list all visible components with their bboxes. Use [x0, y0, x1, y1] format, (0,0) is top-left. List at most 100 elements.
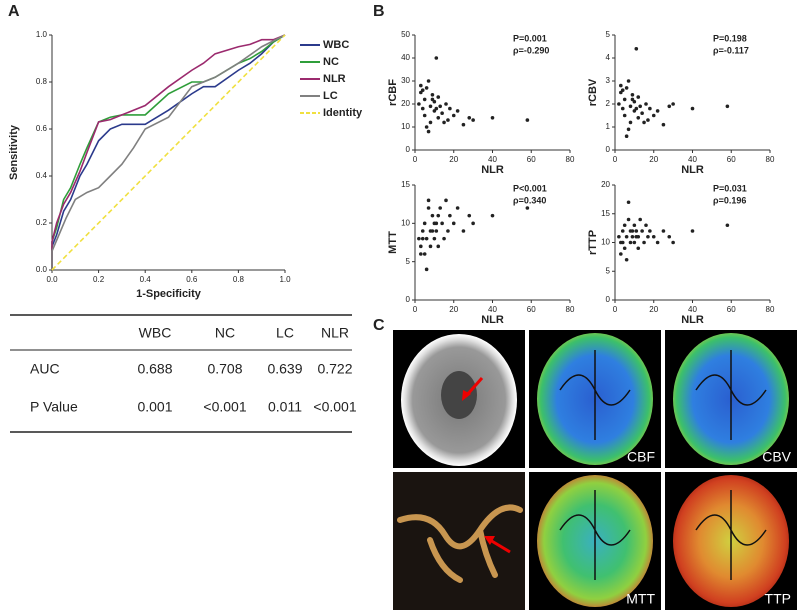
- point: [725, 223, 730, 228]
- x-tick-label: 0.0: [46, 275, 58, 284]
- x-axis-label: NLR: [481, 314, 504, 326]
- roc-line: [51, 34, 286, 270]
- outline: [559, 490, 631, 580]
- point: [617, 234, 621, 239]
- x-tick-label: 0: [413, 305, 418, 314]
- point: [419, 244, 423, 249]
- point: [628, 120, 633, 125]
- table-row-label: P Value: [30, 399, 78, 415]
- outline: [695, 490, 767, 580]
- annotation: P<0.001: [513, 183, 547, 193]
- point: [667, 104, 672, 109]
- point: [634, 234, 639, 239]
- x-tick-label: 0.4: [140, 275, 152, 284]
- y-tick-label: 10: [401, 122, 410, 131]
- y-tick-label: 3: [606, 76, 611, 85]
- point: [626, 127, 631, 132]
- point: [461, 122, 466, 127]
- angiography-image: [393, 472, 525, 610]
- point: [624, 234, 629, 239]
- point: [622, 113, 627, 118]
- x-tick-label: 0: [413, 155, 418, 164]
- point: [628, 104, 633, 109]
- x-tick-label: 20: [649, 155, 658, 164]
- panel-label: A: [8, 3, 20, 20]
- x-tick-label: 40: [688, 155, 697, 164]
- point: [436, 95, 441, 99]
- point: [642, 120, 646, 125]
- x-axis-label: 1-Specificity: [136, 288, 202, 300]
- point: [628, 240, 633, 245]
- point: [424, 125, 429, 129]
- point: [638, 104, 642, 109]
- y-tick-label: 0: [606, 145, 611, 154]
- ct-structure: [441, 371, 477, 419]
- outline: [559, 350, 631, 440]
- y-tick-label: 20: [601, 180, 610, 189]
- table-cell: 0.001: [137, 399, 172, 415]
- table-cell: 0.011: [268, 399, 302, 415]
- x-tick-label: 0: [613, 305, 618, 314]
- point: [417, 102, 421, 106]
- point: [420, 88, 425, 92]
- point: [420, 106, 425, 111]
- point: [525, 206, 530, 210]
- point: [624, 257, 629, 262]
- point: [434, 221, 439, 226]
- y-tick-label: 0.6: [36, 124, 48, 133]
- table-header: WBC: [139, 325, 172, 341]
- y-tick-label: 0.8: [36, 77, 48, 86]
- point: [644, 223, 648, 228]
- table-header: NLR: [321, 325, 349, 341]
- arrow: [489, 538, 511, 554]
- point: [634, 229, 639, 233]
- y-tick-label: 1: [606, 122, 611, 131]
- point: [432, 236, 437, 241]
- point: [428, 120, 433, 125]
- y-tick-label: 2: [606, 99, 611, 108]
- table-row-label: AUC: [30, 361, 60, 377]
- x-tick-label: 20: [449, 305, 458, 314]
- x-tick-label: 60: [727, 155, 736, 164]
- y-axis-label: rCBF: [387, 79, 399, 106]
- y-tick-label: 5: [606, 30, 611, 39]
- y-tick-label: 0.2: [36, 218, 48, 227]
- point: [438, 104, 442, 109]
- table-cell: <0.001: [313, 399, 356, 415]
- y-tick-label: 50: [401, 30, 410, 39]
- point: [422, 113, 427, 118]
- point: [426, 129, 431, 134]
- y-tick-label: 15: [401, 180, 410, 189]
- y-axis-label: Sensitivity: [8, 124, 20, 180]
- y-tick-label: 5: [406, 257, 411, 266]
- y-tick-label: 15: [601, 209, 610, 218]
- point: [636, 116, 641, 120]
- y-tick-label: 30: [401, 76, 410, 85]
- point: [461, 229, 466, 233]
- point: [419, 83, 423, 88]
- point: [446, 118, 450, 122]
- x-tick-label: 80: [766, 155, 775, 164]
- point: [630, 234, 635, 239]
- point: [661, 122, 666, 127]
- roc-line: [51, 34, 286, 270]
- point: [419, 252, 423, 256]
- x-axis-label: NLR: [681, 314, 704, 326]
- annotation: ρ=-0.117: [713, 45, 749, 55]
- y-tick-label: 10: [401, 218, 410, 227]
- point: [434, 229, 439, 233]
- point: [442, 236, 446, 241]
- point: [438, 206, 442, 210]
- point: [436, 116, 441, 120]
- x-tick-label: 20: [649, 305, 658, 314]
- point: [620, 106, 625, 111]
- image-label: TTP: [765, 591, 791, 607]
- point: [646, 234, 650, 239]
- point: [422, 252, 427, 256]
- point: [620, 240, 625, 245]
- legend-label: Identity: [323, 107, 363, 119]
- point: [620, 229, 625, 233]
- x-tick-label: 80: [766, 305, 775, 314]
- roc-line: [51, 34, 286, 270]
- x-tick-label: 40: [488, 305, 497, 314]
